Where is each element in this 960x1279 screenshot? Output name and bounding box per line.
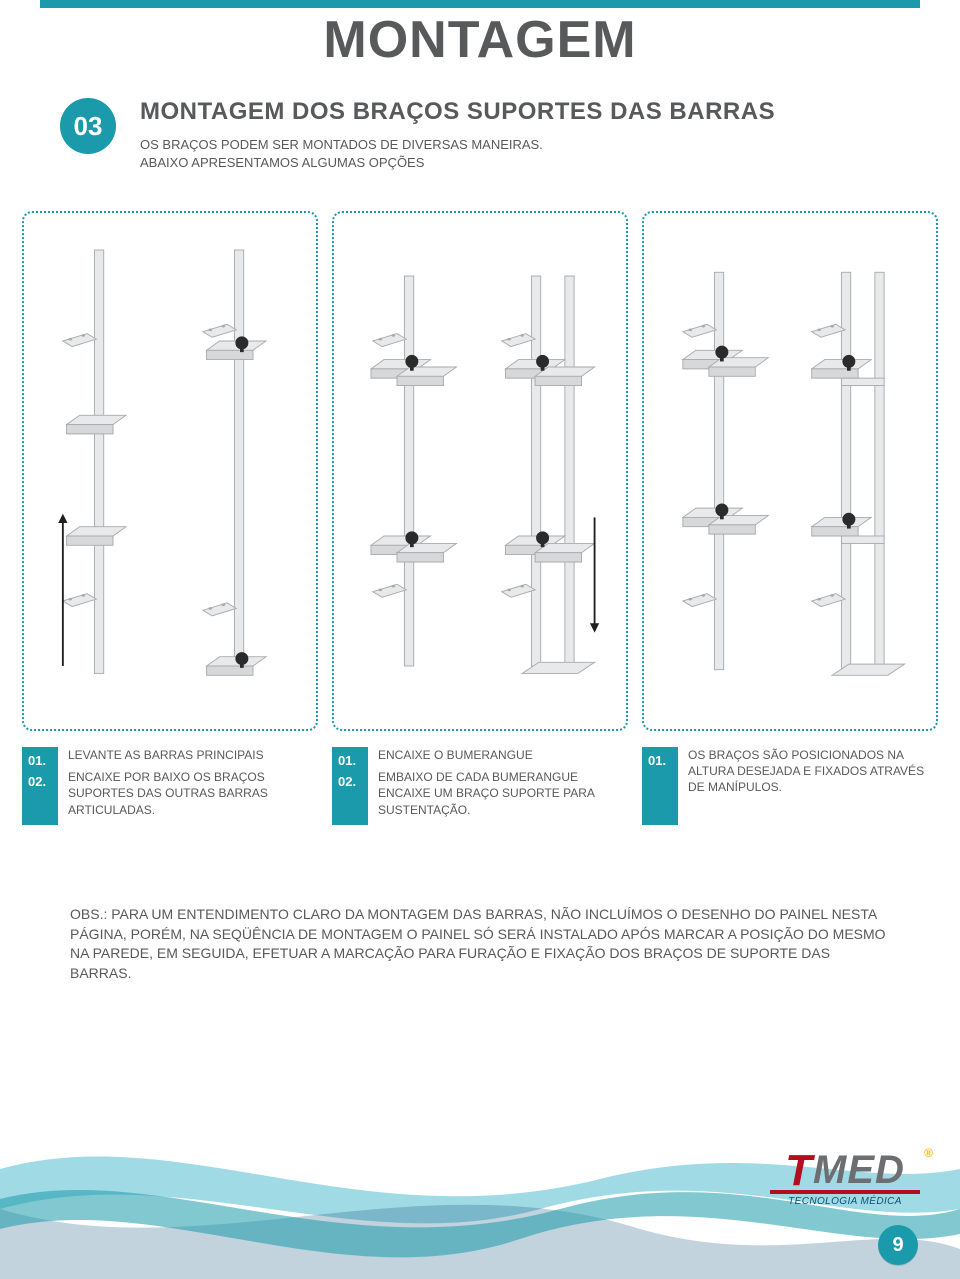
section-subtitle-line: ABAIXO APRESENTAMOS ALGUMAS OPÇÕES [140, 154, 920, 172]
diagram-panel-2 [332, 211, 628, 731]
caption-number: 02. [338, 774, 356, 789]
caption-number-box: 01. 02. [22, 747, 58, 825]
page-title: MONTAGEM [0, 10, 960, 70]
caption-text: OS BRAÇOS SÃO POSICIONADOS NA ALTURA DES… [688, 747, 938, 825]
logo-accent-letter: T [785, 1146, 813, 1195]
logo-text: TMED ® [770, 1144, 920, 1194]
caption-number: 01. [648, 753, 666, 768]
top-accent-bar [40, 0, 920, 8]
assembly-illustration [485, 221, 615, 721]
caption-text: ENCAIXE O BUMERANGUE EMBAIXO DE CADA BUM… [378, 747, 628, 825]
logo-main-text: MED [813, 1148, 905, 1192]
caption-line: LEVANTE AS BARRAS PRINCIPAIS [68, 747, 318, 763]
assembly-illustration [345, 221, 475, 721]
caption-number: 01. [28, 753, 46, 768]
section-subtitle-line: OS BRAÇOS PODEM SER MONTADOS DE DIVERSAS… [140, 136, 920, 154]
caption-line: ENCAIXE O BUMERANGUE [378, 747, 628, 763]
caption-column: 01. 02. ENCAIXE O BUMERANGUE EMBAIXO DE … [332, 747, 628, 825]
page-number-badge: 9 [878, 1225, 918, 1265]
caption-number-box: 01. 02. [332, 747, 368, 825]
caption-line: OS BRAÇOS SÃO POSICIONADOS NA ALTURA DES… [688, 747, 938, 796]
assembly-illustration [35, 221, 165, 721]
assembly-illustration [175, 221, 305, 721]
caption-number: 01. [338, 753, 356, 768]
brand-logo: TMED ® TECNOLOGIA MÉDICA [770, 1144, 920, 1207]
diagram-panels-row [22, 211, 938, 731]
caption-column: 01. 02. LEVANTE AS BARRAS PRINCIPAIS ENC… [22, 747, 318, 825]
caption-text: LEVANTE AS BARRAS PRINCIPAIS ENCAIXE POR… [68, 747, 318, 825]
section-subtitle: OS BRAÇOS PODEM SER MONTADOS DE DIVERSAS… [140, 136, 920, 171]
assembly-illustration [655, 221, 785, 721]
logo-tagline: TECNOLOGIA MÉDICA [770, 1196, 920, 1207]
registered-mark: ® [924, 1146, 934, 1160]
caption-column: 01. OS BRAÇOS SÃO POSICIONADOS NA ALTURA… [642, 747, 938, 825]
diagram-panel-3 [642, 211, 938, 731]
assembly-illustration [795, 221, 925, 721]
caption-number-box: 01. [642, 747, 678, 825]
caption-line: ENCAIXE POR BAIXO OS BRAÇOS SUPORTES DAS… [68, 769, 318, 818]
captions-row: 01. 02. LEVANTE AS BARRAS PRINCIPAIS ENC… [22, 747, 938, 825]
caption-line: EMBAIXO DE CADA BUMERANGUE ENCAIXE UM BR… [378, 769, 628, 818]
step-number-badge: 03 [60, 98, 116, 154]
section-header: 03 MONTAGEM DOS BRAÇOS SUPORTES DAS BARR… [60, 98, 920, 171]
section-heading: MONTAGEM DOS BRAÇOS SUPORTES DAS BARRAS [140, 98, 920, 126]
diagram-panel-1 [22, 211, 318, 731]
caption-number: 02. [28, 774, 46, 789]
observation-note: OBS.: PARA UM ENTENDIMENTO CLARO DA MONT… [70, 905, 890, 983]
